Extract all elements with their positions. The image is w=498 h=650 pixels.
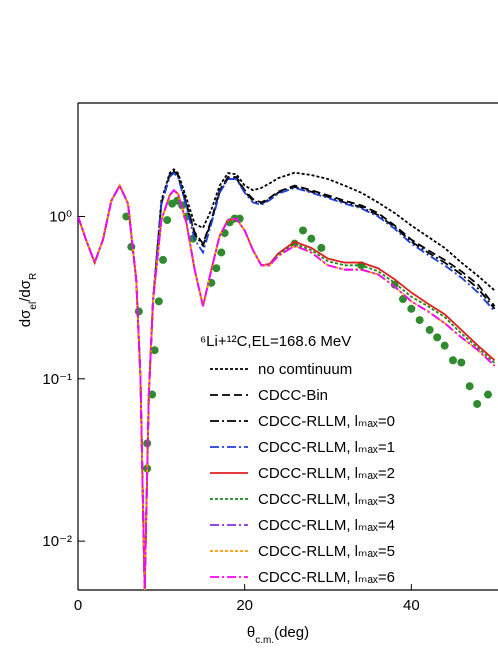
data-point [299,226,307,235]
data-point [457,358,466,367]
data-point [189,234,197,243]
data-point [159,255,167,264]
series-line [78,183,496,590]
data-point [433,333,442,342]
plot-area [78,168,496,590]
x-axis-label: θc.m.(deg) [247,624,309,645]
data-point [449,356,457,365]
data-point [154,297,163,306]
legend-label: CDCC-RLLM, lₘₐₓ=3 [258,491,395,508]
data-point [390,280,399,289]
data-point [217,248,226,257]
legend-label: no comtinuum [258,361,352,378]
x-axis-label-part: θ [247,624,255,641]
data-point [415,316,424,325]
data-point [150,346,159,355]
data-point [163,216,172,225]
x-tick-label: 0 [74,597,82,614]
y-axis-label: dσel/dσR [17,273,39,327]
legend-label: CDCC-RLLM, lₘₐₓ=2 [258,465,395,482]
legend-label: CDCC-Bin [258,387,328,404]
data-point [465,382,474,391]
data-point [425,325,434,334]
x-tick-label: 20 [236,597,253,614]
data-point [148,390,157,399]
x-tick-label: 40 [403,597,420,614]
legend-label: CDCC-RLLM, lₘₐₓ=0 [258,413,395,430]
y-axis-label-part: el [28,302,39,310]
y-axis-label-part: R [28,273,39,280]
data-point [212,264,221,273]
legend-label: CDCC-RLLM, lₘₐₓ=5 [258,543,395,560]
data-point [484,390,492,399]
legend-title: ⁶Li+¹²C,EL=168.6 MeV [200,333,351,350]
y-axis-label-part: /dσ [17,279,34,302]
legend-label: CDCC-RLLM, lₘₐₓ=4 [258,517,395,534]
data-point [399,295,407,304]
data-point [440,341,449,350]
y-tick-label: 10⁻² [42,533,72,550]
data-point [317,243,326,252]
legend-label: CDCC-RLLM, lₘₐₓ=1 [258,439,395,456]
data-point [307,234,316,243]
series-line [78,169,496,590]
legend-label: CDCC-RLLM, lₘₐₓ=6 [258,569,395,586]
data-point [473,399,482,408]
y-axis-label-part: dσ [17,309,34,327]
y-tick-label: 10⁰ [49,208,72,225]
x-axis-label-part: c.m. [255,635,274,646]
data-point [407,304,416,313]
x-axis-label-part: (deg) [274,624,309,641]
data-point [134,307,143,316]
series-line [78,171,496,590]
y-tick-label: 10⁻¹ [42,371,72,388]
data-point [127,242,136,251]
